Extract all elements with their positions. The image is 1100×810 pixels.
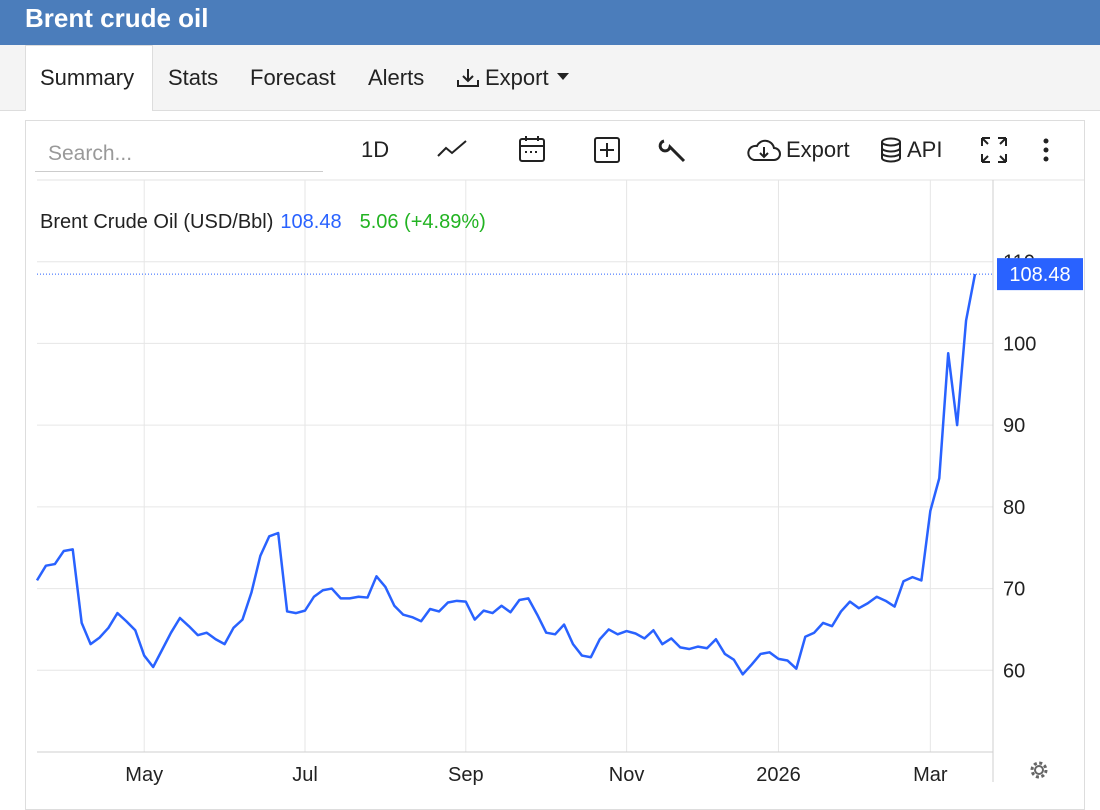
tab[interactable]: Alerts: [368, 65, 425, 90]
cloud-icon[interactable]: [747, 139, 781, 161]
period-button[interactable]: 1D: [361, 137, 390, 162]
search-placeholder[interactable]: Search...: [48, 142, 133, 165]
line-icon[interactable]: [437, 140, 467, 157]
search-box[interactable]: [35, 138, 323, 172]
tab[interactable]: Stats: [168, 65, 219, 90]
y-tick-label: 60: [1003, 660, 1025, 682]
api-button[interactable]: API: [907, 137, 943, 162]
export-button[interactable]: Export: [786, 137, 850, 162]
add-icon[interactable]: [594, 137, 620, 163]
x-tick-label: Mar: [913, 764, 948, 786]
more-icon[interactable]: [1043, 138, 1049, 162]
y-tick-label: 90: [1003, 415, 1025, 437]
chart-panel: [25, 120, 1085, 810]
x-tick-label: May: [125, 764, 163, 786]
calendar-icon[interactable]: [519, 136, 545, 162]
tab-bar: [0, 45, 1100, 111]
legend-last-value: 108.48: [280, 211, 341, 233]
download-icon[interactable]: [455, 66, 481, 90]
chart-settings-icon[interactable]: [1030, 761, 1048, 779]
tab[interactable]: Summary: [40, 65, 135, 90]
y-tick-label: 100: [1003, 333, 1036, 355]
x-tick-label: 2026: [756, 764, 801, 786]
active-tab[interactable]: [25, 45, 153, 111]
tab[interactable]: Export: [485, 65, 549, 90]
legend-change: 5.06 (+4.89%): [360, 211, 486, 233]
x-tick-label: Nov: [609, 764, 645, 786]
tab[interactable]: Forecast: [250, 65, 336, 90]
y-tick-label: 80: [1003, 497, 1025, 519]
x-tick-label: Jul: [292, 764, 318, 786]
toolbar-icons: [437, 136, 1049, 163]
x-tick-label: Sep: [448, 764, 484, 786]
legend: Brent Crude Oil (USD/Bbl) 108.48 5.06 (+4.…: [40, 211, 486, 233]
y-tick-label: 70: [1003, 579, 1025, 601]
header-bar: [0, 0, 1100, 45]
fullscreen-icon[interactable]: [981, 137, 1007, 163]
database-icon[interactable]: [881, 137, 901, 163]
dropdown-caret[interactable]: [556, 72, 570, 82]
last-price-label: 108.48: [1009, 264, 1070, 286]
settings-wrench-icon[interactable]: [658, 139, 686, 163]
price-line: [35, 273, 977, 676]
legend-name: Brent Crude Oil (USD/Bbl): [40, 211, 273, 233]
page-title: Brent crude oil: [25, 3, 209, 33]
last-price-tag: [997, 258, 1083, 291]
